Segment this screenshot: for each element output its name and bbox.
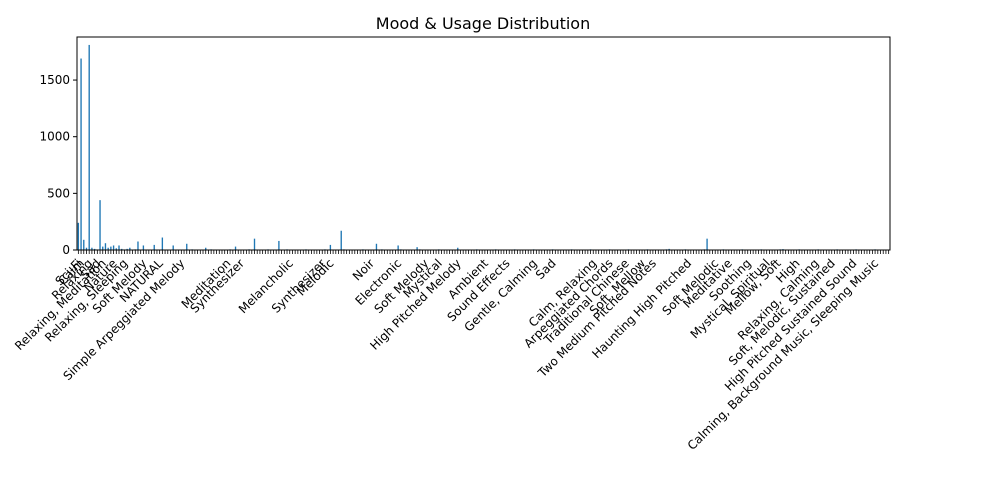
bar — [397, 245, 399, 250]
bar — [80, 58, 82, 250]
bar — [104, 243, 107, 250]
x-axis — [77, 250, 890, 254]
y-tick-label: 0 — [62, 243, 70, 257]
bar — [329, 244, 332, 250]
bar — [93, 248, 96, 250]
y-axis: 0 500 1000 1500 — [39, 73, 77, 257]
bar — [91, 247, 93, 250]
bar — [99, 200, 101, 250]
bar — [85, 247, 88, 250]
bars-group — [77, 44, 890, 251]
bar — [107, 247, 109, 250]
bar — [161, 237, 164, 250]
y-tick-label: 500 — [47, 186, 70, 200]
bar — [706, 238, 708, 250]
bar — [205, 247, 207, 250]
bar — [77, 222, 80, 250]
bar — [102, 246, 104, 250]
x-tick-label: Sad — [533, 256, 559, 282]
bar — [234, 246, 237, 250]
bar — [83, 239, 85, 250]
bar — [110, 246, 112, 250]
bar — [668, 248, 670, 250]
bar — [172, 245, 174, 250]
bar — [186, 243, 188, 250]
bar — [153, 244, 155, 250]
bar — [278, 240, 280, 250]
bar — [340, 230, 342, 250]
bar — [115, 248, 117, 250]
bar — [142, 245, 145, 250]
bar — [126, 248, 128, 250]
bar — [416, 247, 418, 250]
bar — [253, 238, 256, 250]
chart-title: Mood & Usage Distribution — [376, 14, 590, 33]
bar — [375, 243, 378, 250]
bar — [88, 44, 90, 251]
bar — [137, 241, 139, 250]
bar — [118, 245, 120, 250]
bar — [457, 247, 459, 250]
bar — [129, 247, 131, 250]
bar — [112, 245, 115, 250]
y-tick-label: 1000 — [39, 130, 70, 144]
bar — [121, 248, 123, 250]
plot-frame — [76, 36, 891, 251]
y-tick-label: 1500 — [39, 73, 70, 87]
